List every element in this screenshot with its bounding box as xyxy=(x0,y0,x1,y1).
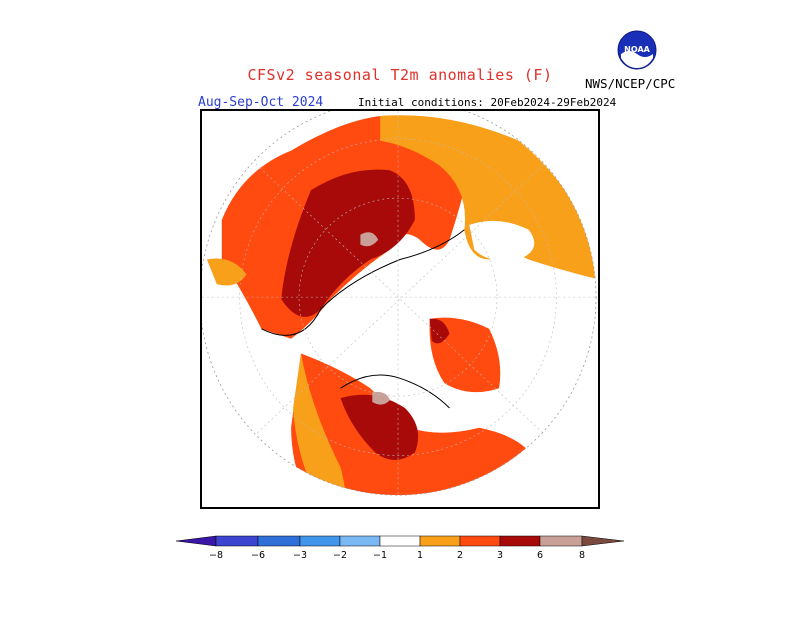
legend-swatch xyxy=(539,535,583,547)
noaa-logo-text: NOAA xyxy=(624,45,650,54)
legend-tick-label: −8 xyxy=(209,550,223,561)
anomaly-region-europe xyxy=(380,115,597,280)
anomaly-region-canada-peak xyxy=(372,391,391,405)
legend-swatch xyxy=(215,535,259,547)
initial-conditions-label: Initial conditions: 20Feb2024-29Feb2024 xyxy=(358,96,617,109)
anomaly-region-greenland-edge xyxy=(429,318,450,344)
map-title: CFSv2 seasonal T2m anomalies (F) xyxy=(247,66,553,84)
legend-tick-label: −6 xyxy=(251,550,265,561)
anomaly-region-siberia-peak xyxy=(360,232,379,247)
legend-swatch xyxy=(299,535,341,547)
legend-swatch xyxy=(499,535,541,547)
legend-tick-label: 3 xyxy=(497,550,503,561)
anomaly-region-canada-core xyxy=(340,394,419,460)
agency-label: NWS/NCEP/CPC xyxy=(585,76,676,91)
legend-tick-label: 6 xyxy=(537,550,543,561)
anomaly-region-siberia-core xyxy=(281,169,415,317)
legend-swatch xyxy=(459,535,501,547)
legend-arrow-max xyxy=(581,535,625,547)
color-legend: −8 −6 −3 −2 −1 1 2 3 6 8 xyxy=(170,530,630,570)
legend-tick-label: 2 xyxy=(457,550,463,561)
polar-map-icon xyxy=(200,109,600,509)
legend-arrow-min xyxy=(175,535,217,547)
season-label: Aug-Sep-Oct 2024 xyxy=(198,95,324,110)
legend-swatch xyxy=(379,535,421,547)
legend-tick-label: −3 xyxy=(293,550,307,561)
anomaly-region-pacific-coast xyxy=(293,353,346,496)
anomaly-region-scandinavia xyxy=(469,220,535,261)
noaa-logo-icon: NOAA xyxy=(617,30,657,74)
legend-tick-label: −1 xyxy=(373,550,387,561)
anomaly-region-west-asia xyxy=(206,258,247,286)
legend-tick-label: 8 xyxy=(579,550,585,561)
legend-tick-label: −2 xyxy=(333,550,347,561)
legend-swatch xyxy=(257,535,301,547)
coastline xyxy=(261,229,465,409)
legend-swatch xyxy=(419,535,461,547)
legend-swatch xyxy=(339,535,381,547)
legend-tick-label: 1 xyxy=(417,550,423,561)
